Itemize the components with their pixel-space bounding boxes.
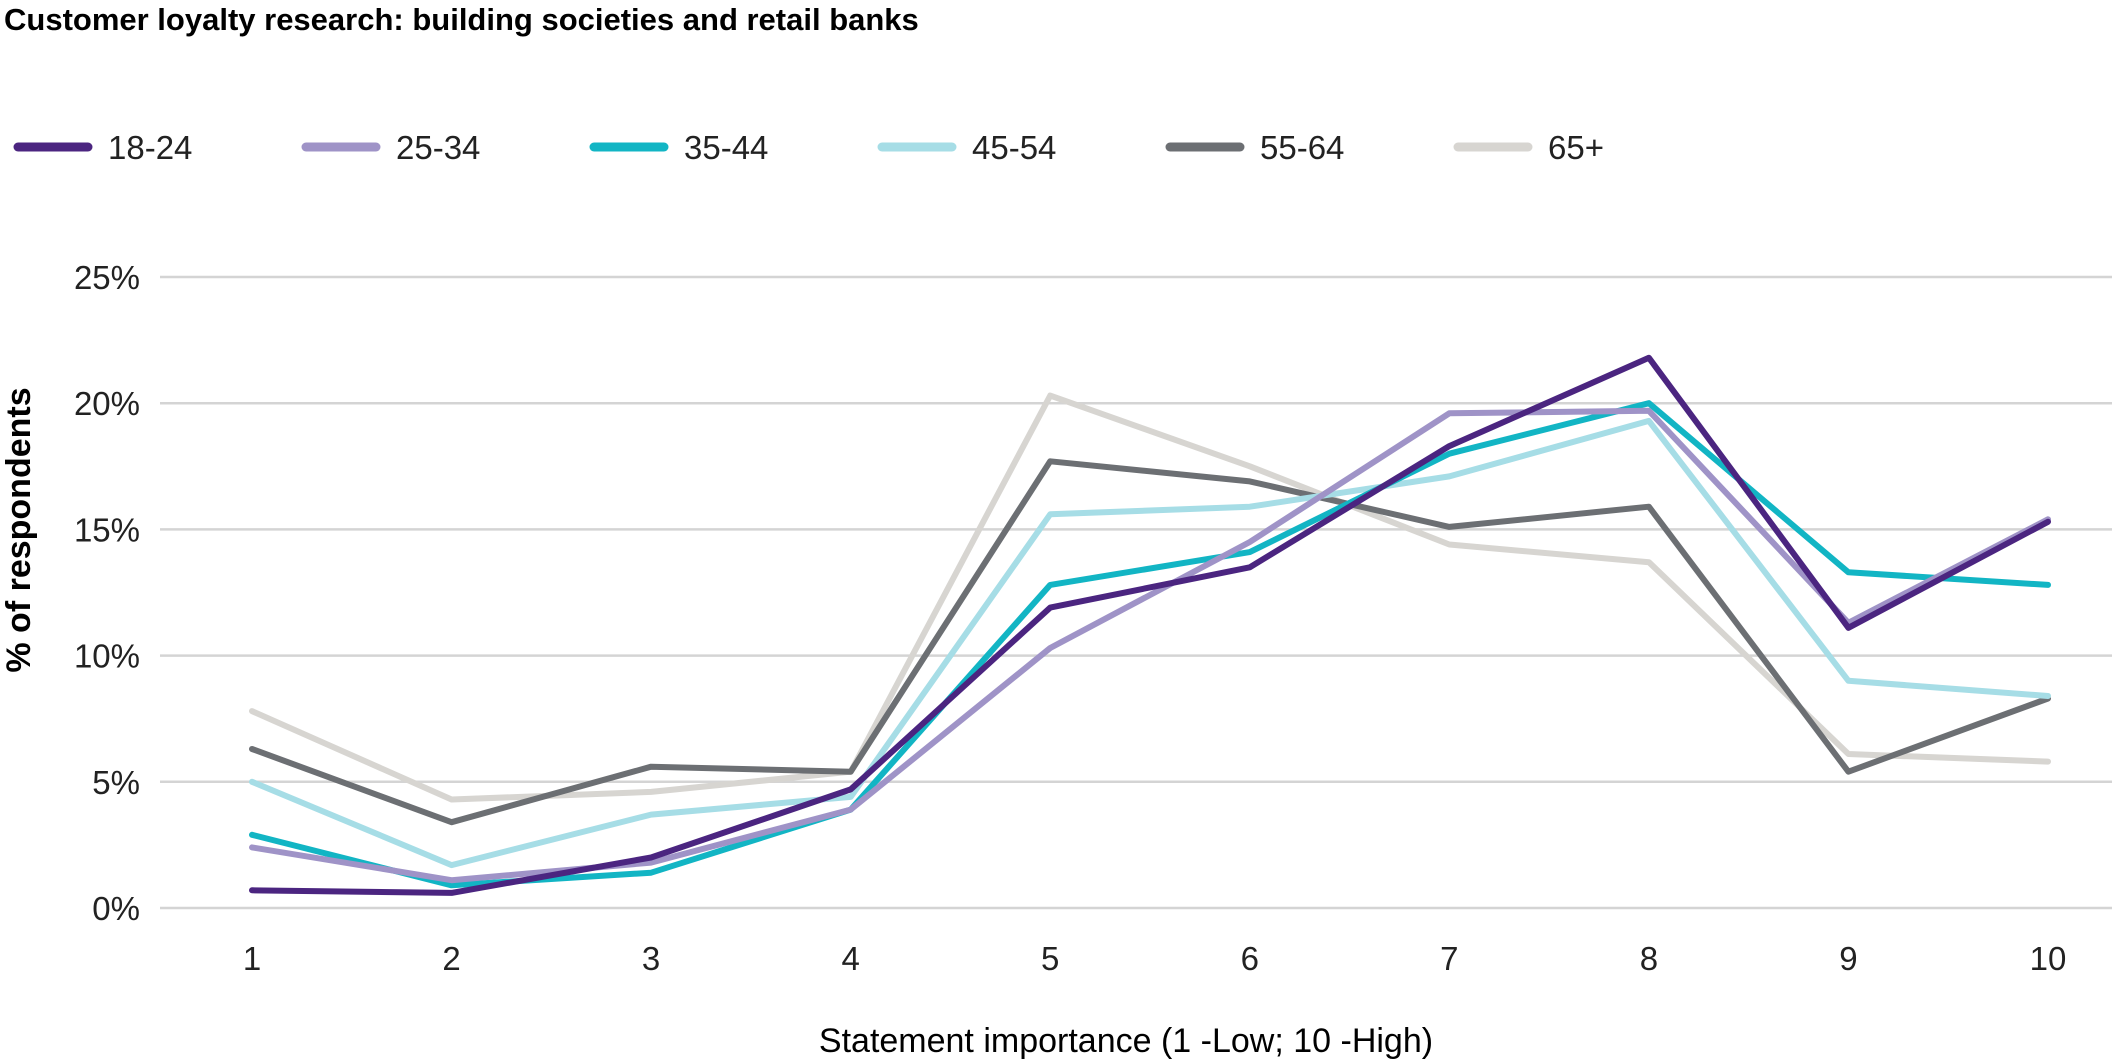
legend-label-18-24: 18-24 [108, 129, 192, 166]
legend-label-25-34: 25-34 [396, 129, 480, 166]
legend: 18-24 25-34 35-44 45-54 55-64 65+ [13, 129, 1604, 166]
y-tick-label: 0% [92, 890, 140, 927]
x-axis-label: Statement importance (1 -Low; 10 -High) [819, 1022, 1433, 1060]
y-tick-label: 15% [74, 511, 140, 548]
x-tick-label: 4 [841, 940, 859, 977]
x-tick-label: 7 [1440, 940, 1458, 977]
legend-label-45-54: 45-54 [972, 129, 1056, 166]
legend-label-65+: 65+ [1548, 129, 1604, 166]
series-lines [249, 354, 2051, 896]
x-axis-ticks: 1 2 3 4 5 6 7 8 9 10 [243, 940, 2067, 977]
x-tick-label: 8 [1640, 940, 1658, 977]
y-axis-label: % of respondents [0, 387, 38, 672]
x-tick-label: 9 [1839, 940, 1857, 977]
series-line-45-54 [249, 417, 2051, 869]
y-tick-label: 25% [74, 259, 140, 296]
y-tick-label: 5% [92, 764, 140, 801]
x-tick-label: 2 [442, 940, 460, 977]
series-line-35-44 [249, 400, 2051, 889]
x-tick-label: 10 [2030, 940, 2067, 977]
y-tick-label: 10% [74, 638, 140, 675]
y-axis-ticks: 0% 5% 10% 15% 20% 25% [74, 259, 140, 927]
y-tick-label: 20% [74, 385, 140, 422]
x-tick-label: 3 [642, 940, 660, 977]
series-line-18-24 [249, 354, 2051, 896]
x-tick-label: 1 [243, 940, 261, 977]
legend-label-55-64: 55-64 [1260, 129, 1344, 166]
x-tick-label: 6 [1241, 940, 1259, 977]
series-line-55-64 [249, 458, 2051, 826]
chart-title: Customer loyalty research: building soci… [4, 2, 919, 37]
gridlines [160, 275, 2112, 910]
x-tick-label: 5 [1041, 940, 1059, 977]
legend-label-35-44: 35-44 [684, 129, 768, 166]
series-line-25-34 [249, 407, 2051, 884]
